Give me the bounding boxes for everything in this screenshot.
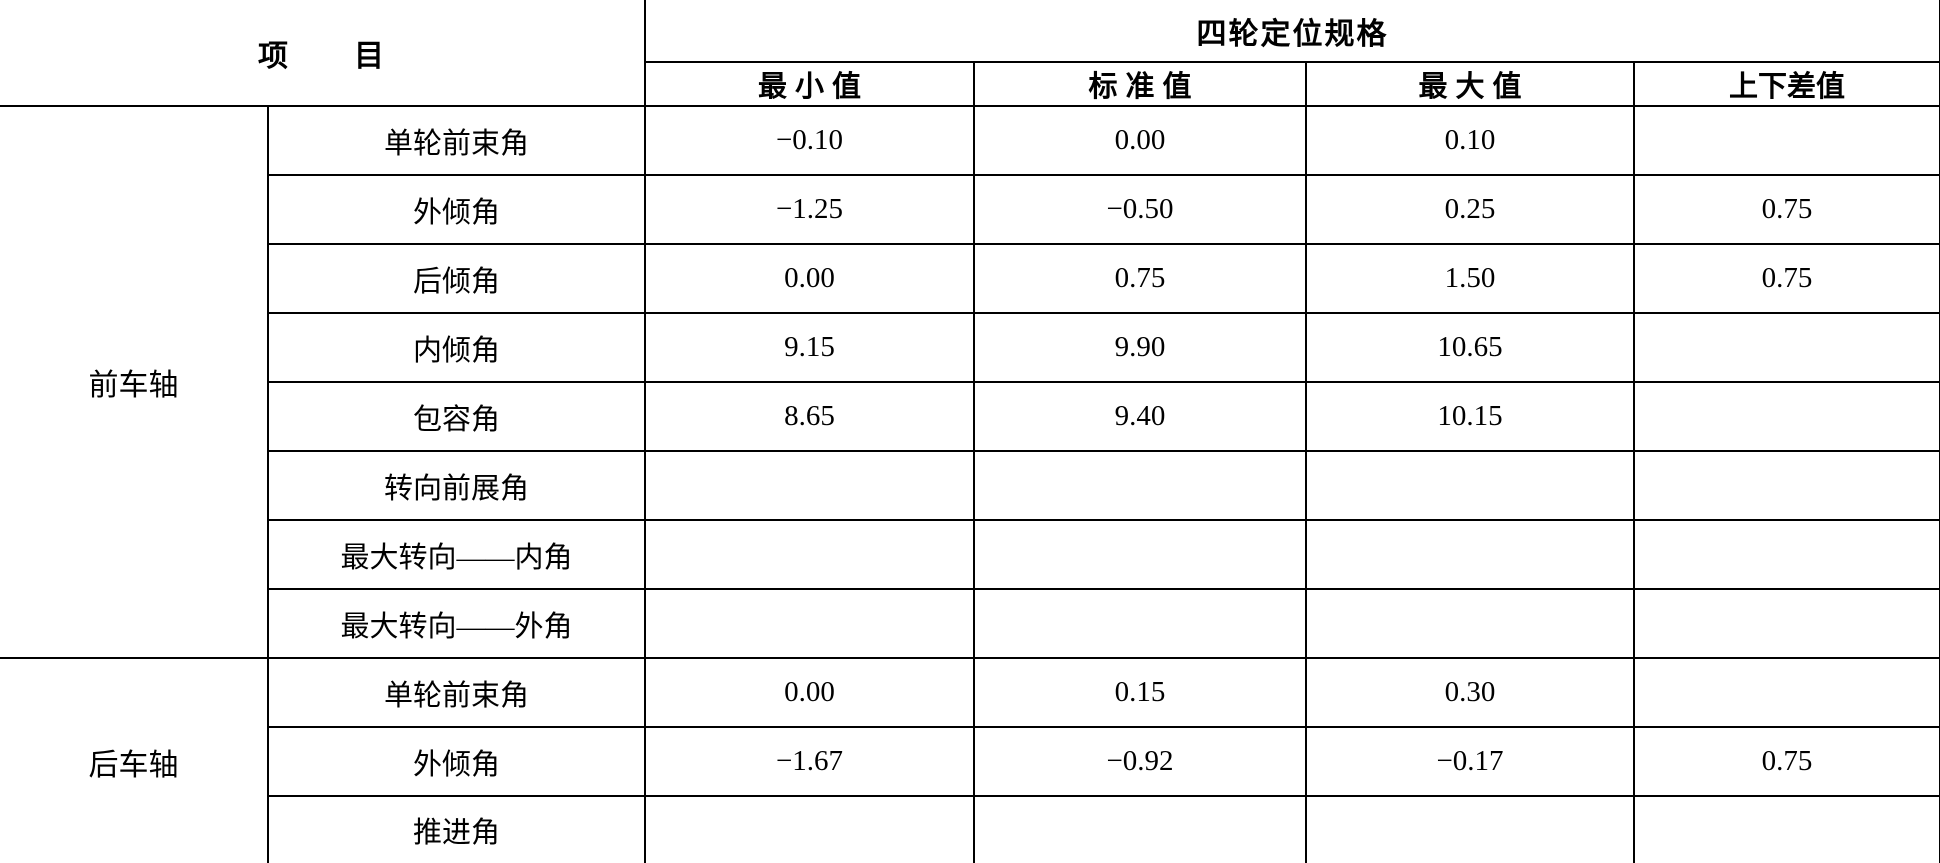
value-cell-min: −1.25	[644, 174, 975, 245]
value-cell-diff	[1633, 450, 1940, 521]
value-cell-max: 0.25	[1305, 174, 1635, 245]
axle-cell-rear: 后车轴	[0, 657, 269, 863]
value-cell-diff	[1633, 519, 1940, 590]
value-cell-max	[1305, 450, 1635, 521]
header-row-main: 项 目 四轮定位规格	[0, 0, 1940, 107]
value-cell-min: −0.10	[644, 105, 975, 176]
table-row: 后倾角 0.00 0.75 1.50 0.75	[0, 243, 1940, 314]
item-cell: 后倾角	[267, 243, 646, 314]
table-row: 内倾角 9.15 9.90 10.65	[0, 312, 1940, 383]
table-row: 最大转向——内角	[0, 519, 1940, 590]
value-cell-min: 9.15	[644, 312, 975, 383]
value-cell-diff	[1633, 381, 1940, 452]
item-cell: 外倾角	[267, 174, 646, 245]
value-cell-max	[1305, 519, 1635, 590]
header-col-min: 最 小 值	[644, 61, 975, 107]
table-row: 包容角 8.65 9.40 10.15	[0, 381, 1940, 452]
header-row-sub: 最 小 值 标 准 值 最 大 值 上下差值	[0, 61, 1940, 107]
header-col-std: 标 准 值	[973, 61, 1307, 107]
value-cell-diff	[1633, 105, 1940, 176]
value-cell-min	[644, 588, 975, 659]
value-cell-std: −0.50	[973, 174, 1307, 245]
value-cell-max: −0.17	[1305, 726, 1635, 797]
value-cell-std: 0.15	[973, 657, 1307, 728]
value-cell-diff	[1633, 588, 1940, 659]
header-spec-group: 四轮定位规格	[644, 0, 1940, 63]
value-cell-std: 0.00	[973, 105, 1307, 176]
table-row: 外倾角 −1.25 −0.50 0.25 0.75	[0, 174, 1940, 245]
value-cell-std: 9.40	[973, 381, 1307, 452]
table-row: 外倾角 −1.67 −0.92 −0.17 0.75	[0, 726, 1940, 797]
value-cell-min: 8.65	[644, 381, 975, 452]
item-cell: 转向前展角	[267, 450, 646, 521]
value-cell-std: −0.92	[973, 726, 1307, 797]
axle-cell-front: 前车轴	[0, 105, 269, 659]
item-cell: 推进角	[267, 795, 646, 863]
value-cell-diff: 0.75	[1633, 726, 1940, 797]
table-row: 最大转向——外角	[0, 588, 1940, 659]
value-cell-max: 10.15	[1305, 381, 1635, 452]
value-cell-min	[644, 450, 975, 521]
value-cell-max: 0.30	[1305, 657, 1635, 728]
value-cell-min	[644, 795, 975, 863]
table-row: 转向前展角	[0, 450, 1940, 521]
header-col-diff: 上下差值	[1633, 61, 1940, 107]
item-cell: 最大转向——外角	[267, 588, 646, 659]
value-cell-min	[644, 519, 975, 590]
item-cell: 内倾角	[267, 312, 646, 383]
header-item: 项 目	[0, 0, 646, 107]
value-cell-std: 0.75	[973, 243, 1307, 314]
item-cell: 包容角	[267, 381, 646, 452]
value-cell-max: 0.10	[1305, 105, 1635, 176]
value-cell-max: 1.50	[1305, 243, 1635, 314]
item-cell: 单轮前束角	[267, 657, 646, 728]
table-row: 推进角	[0, 795, 1940, 863]
value-cell-std	[973, 450, 1307, 521]
value-cell-diff	[1633, 312, 1940, 383]
value-cell-std	[973, 588, 1307, 659]
table-row: 后车轴 单轮前束角 0.00 0.15 0.30	[0, 657, 1940, 863]
value-cell-max: 10.65	[1305, 312, 1635, 383]
value-cell-std: 9.90	[973, 312, 1307, 383]
value-cell-diff: 0.75	[1633, 174, 1940, 245]
value-cell-min: 0.00	[644, 657, 975, 728]
value-cell-std	[973, 519, 1307, 590]
value-cell-std	[973, 795, 1307, 863]
value-cell-max	[1305, 795, 1635, 863]
value-cell-diff: 0.75	[1633, 243, 1940, 314]
item-cell: 外倾角	[267, 726, 646, 797]
table-row: 前车轴 单轮前束角 −0.10 0.00 0.10	[0, 105, 1940, 659]
header-col-max: 最 大 值	[1305, 61, 1635, 107]
value-cell-max	[1305, 588, 1635, 659]
item-cell: 最大转向——内角	[267, 519, 646, 590]
value-cell-diff	[1633, 657, 1940, 728]
value-cell-min: 0.00	[644, 243, 975, 314]
value-cell-min: −1.67	[644, 726, 975, 797]
item-cell: 单轮前束角	[267, 105, 646, 176]
value-cell-diff	[1633, 795, 1940, 863]
